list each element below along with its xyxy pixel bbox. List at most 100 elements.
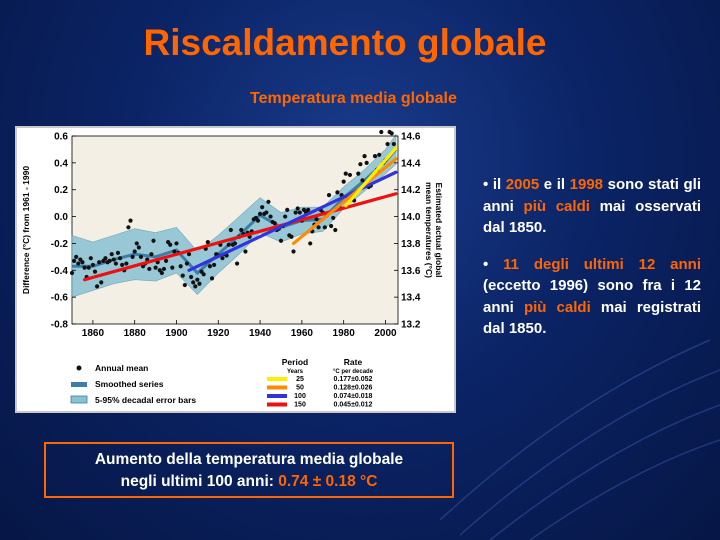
annual-mean-point [243,249,248,254]
warming-callout-box: Aumento della temperatura media globale … [44,442,454,498]
legend-rate-value: 0.177±0.052 [334,376,373,383]
bullet-list: • il 2005 e il 1998 sono stati gli anni … [483,174,701,355]
annual-mean-point [86,265,91,270]
annual-mean-point [138,254,144,259]
legend-years-label: Years [287,369,304,375]
annual-mean-point [109,252,114,257]
bullet-text: • il [483,176,506,193]
annual-mean-point [306,207,311,212]
bullet-item-2: • 11 degli ultimi 12 anni (eccetto 1996)… [483,254,701,340]
x-tick-label: 1900 [165,328,188,339]
annual-mean-point [153,265,158,270]
y-tick-label-right: 14.4 [401,158,421,169]
y-axis-label-right: Estimated actual globalmean temperatures… [424,182,444,278]
annual-mean-point [149,252,154,257]
legend-unit-label: °C per decade [333,369,374,375]
annual-mean-point [272,221,277,226]
y-tick-label-right: 14.2 [401,185,421,196]
x-tick-label: 1920 [207,328,230,339]
bullet-highlight: 1998 [569,176,604,193]
annual-mean-point [278,238,284,243]
annual-mean-point [212,262,217,268]
legend-period-value: 25 [296,376,304,383]
annual-mean-point [285,207,290,212]
bullet-highlight: più caldi [523,298,591,316]
y-tick-label-left: 0.0 [54,212,68,223]
x-tick-label: 1960 [291,328,314,339]
annual-mean-point [289,234,294,239]
annual-mean-point [207,264,213,269]
annual-mean-point [389,131,394,136]
temperature-chart: 1860 1880 1900 1920 1940 1960 1980 2000 -0.8 -0.6… [15,126,456,413]
annual-mean-point [205,239,210,245]
bullet-highlight: 2005 [505,176,540,193]
y-axis-label-left: Difference (°C) from 1961 - 1990 [21,166,31,294]
annual-mean-point [82,265,87,270]
annual-mean-point [136,245,141,250]
annual-mean-point [120,262,125,268]
annual-mean-point [264,210,269,215]
annual-mean-point [130,254,135,259]
annual-mean-point [372,154,378,159]
legend-label: Smoothed series [95,379,164,389]
annual-mean-point [326,192,332,198]
annual-mean-point [151,238,156,243]
annual-mean-point [178,264,183,269]
annual-mean-point [128,218,133,223]
annual-mean-point [358,162,363,167]
annual-mean-point [147,266,152,272]
legend-period-value: 150 [294,402,306,409]
annual-mean-point [90,262,95,268]
annual-mean-point [113,261,118,266]
legend-point-swatch [76,365,82,371]
annual-mean-point [360,178,365,183]
legend-trend-swatch [267,385,287,390]
annual-mean-point [189,274,194,280]
annual-mean-point [197,281,202,286]
annual-mean-point [329,223,334,229]
trend-line-25y [344,146,398,208]
legend-rate-value: 0.045±0.012 [334,402,373,409]
annual-mean-point [159,270,164,276]
bullet-highlight: più caldi [523,197,590,215]
annual-mean-point [103,256,108,261]
annual-mean-point [168,242,173,247]
annual-mean-point [163,258,169,263]
legend-smooth-swatch [71,382,87,387]
annual-mean-point [201,272,206,277]
callout-value: 0.74 ± 0.18 °C [278,473,378,490]
bullet-text: e il [539,176,570,193]
legend-label: Annual mean [95,363,148,373]
annual-mean-point [132,249,137,254]
annual-mean-point [107,258,112,263]
callout-line-1: Aumento della temperatura media globale [94,451,404,468]
annual-mean-point [94,284,100,289]
annual-mean-point [209,276,215,281]
annual-mean-point [172,249,177,254]
legend-trend-swatch [267,377,287,381]
bullet-text: (eccetto 1996) sono fra i 12 anni [483,277,701,316]
annual-mean-point [174,241,179,246]
annual-mean-point [80,260,85,265]
background-swirl [439,339,720,540]
annual-mean-point [92,269,98,274]
legend-rate-value: 0.074±0.018 [334,393,373,400]
annual-mean-point [228,227,233,233]
annual-mean-point [134,241,139,246]
annual-mean-point [255,218,261,223]
annual-mean-point [99,280,104,285]
bullet-text: mai registrati dal 1850. [483,298,702,338]
legend-rate-value: 0.128±0.026 [334,385,373,392]
legend-band-swatch [70,395,88,404]
annual-mean-point [182,282,187,288]
annual-mean-point [232,241,238,246]
annual-mean-point [76,261,81,266]
annual-mean-point [377,152,382,157]
y-tick-label-right: 13.6 [401,266,421,277]
annual-mean-point [291,249,296,254]
annual-mean-point [293,210,298,215]
annual-mean-point [391,141,396,147]
slide-title: Riscaldamento globale [143,22,547,63]
y-tick-label-right: 13.8 [401,239,421,250]
annual-mean-point [379,129,384,135]
